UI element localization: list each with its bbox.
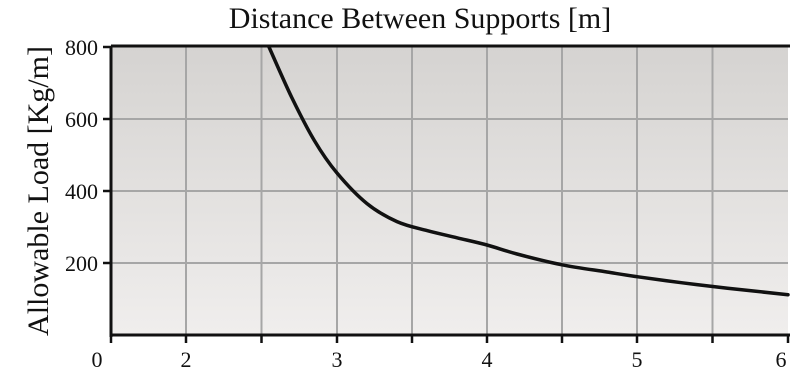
x-tick-label: 4	[482, 347, 493, 372]
y-axis-label: Allowable Load [Kg/m]	[22, 46, 55, 336]
grid-lines	[111, 47, 788, 335]
y-tick-labels: 200 400 600 800	[65, 35, 98, 276]
allowable-load-line	[267, 45, 790, 297]
x-tick-label: 0	[92, 347, 103, 372]
x-tick-label: 2	[181, 347, 192, 372]
y-tick-label: 600	[65, 107, 98, 132]
y-tick-label: 400	[65, 179, 98, 204]
x-tick-labels: 0 2 3 4 5 6	[92, 347, 787, 372]
x-tick-label: 3	[332, 347, 343, 372]
x-tick-label: 6	[776, 347, 787, 372]
axis-tick-marks	[103, 45, 790, 343]
y-tick-label: 800	[65, 35, 98, 60]
chart-title: Distance Between Supports [m]	[229, 2, 611, 35]
y-tick-label: 200	[65, 251, 98, 276]
x-tick-label: 5	[632, 347, 643, 372]
